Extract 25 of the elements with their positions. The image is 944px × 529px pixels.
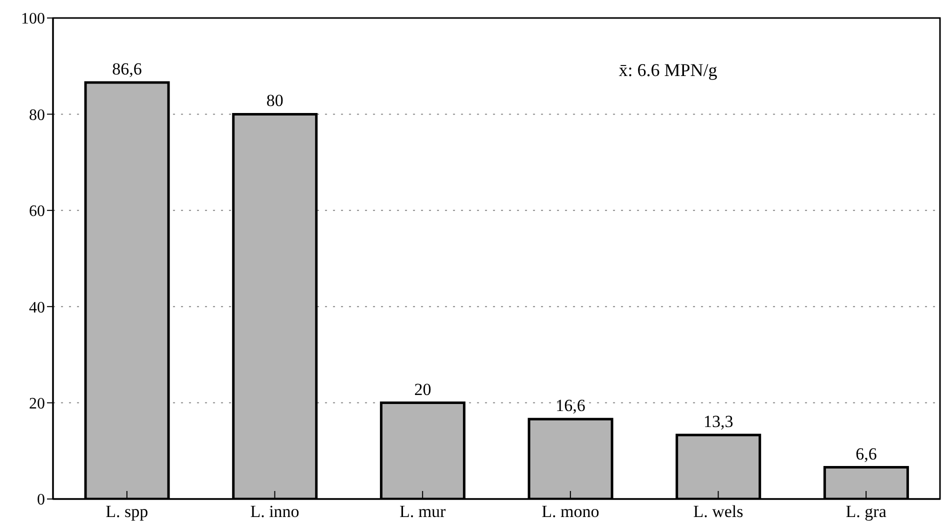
data-label: 80 [266,91,284,110]
bar [84,81,170,499]
x-tick-label: L. inno [250,502,300,522]
bar [823,466,909,499]
data-label: 86,6 [112,59,142,78]
x-tick-label: L. spp [106,502,148,522]
y-tick-label: 80 [29,106,45,124]
y-tick-label: 40 [29,299,45,316]
bar [380,402,466,499]
y-tick-label: 60 [29,203,45,220]
x-tick-label: L. mono [542,502,600,522]
y-tick-label: 20 [29,395,45,412]
data-label: 13,3 [703,412,734,432]
y-tick-label: 0 [37,492,45,509]
data-label: 6,6 [856,444,877,464]
annotation: x̄: 6.6 MPN/g [618,60,718,80]
bar [676,434,762,499]
bar [232,112,318,499]
data-label: 20 [414,380,432,399]
y-tick-label: 100 [21,10,45,28]
bar [528,418,614,499]
x-tick-label: L. wels [693,502,744,522]
data-label: 16,6 [556,396,586,416]
x-tick-label: L. gra [846,502,887,522]
x-tick-label: L. mur [399,502,446,522]
